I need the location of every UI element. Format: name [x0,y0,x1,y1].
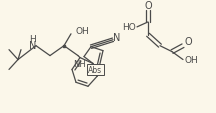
Text: HO: HO [122,23,136,32]
FancyBboxPatch shape [86,65,103,76]
Text: O: O [184,36,192,46]
Text: N: N [113,33,121,42]
Text: Abs: Abs [88,66,102,75]
Text: NH: NH [73,59,85,68]
Text: OH: OH [184,56,198,65]
Text: O: O [144,1,152,11]
Text: OH: OH [76,27,90,36]
Text: N: N [29,40,37,50]
Text: H: H [30,35,36,44]
